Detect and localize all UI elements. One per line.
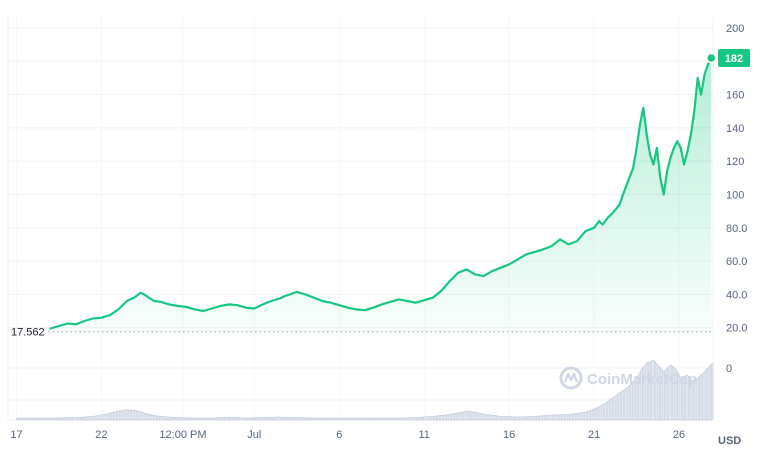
y-tick-label: 100 <box>726 189 744 201</box>
currency-label: USD <box>718 435 741 447</box>
coinmarketcap-logo-icon <box>559 366 583 390</box>
current-price-marker: 182 <box>706 48 750 67</box>
x-tick-label: Jul <box>247 429 261 441</box>
x-tick-label: 6 <box>336 429 342 441</box>
current-price-badge <box>718 48 750 67</box>
price-area <box>50 58 712 336</box>
x-axis: 17 22 12:00 PM Jul 6 11 16 21 26 <box>10 429 685 441</box>
y-tick-label: 160 <box>726 90 744 102</box>
volume-bars <box>16 359 714 421</box>
y-tick-label: 200 <box>726 23 744 35</box>
y-tick-label: 140 <box>726 123 744 135</box>
start-price-label: 17.562 <box>11 327 45 339</box>
volume-area <box>16 359 714 421</box>
x-tick-label: 11 <box>418 429 429 441</box>
watermark-text: CoinMarketCap <box>587 371 697 388</box>
y-tick-label: 80.0 <box>726 223 747 235</box>
y-axis: 200 160 140 120 100 80.0 60.0 40.0 20.0 0 <box>726 23 747 375</box>
price-area-fill <box>50 58 712 336</box>
x-tick-label: 21 <box>588 429 600 441</box>
x-tick-label: 22 <box>95 429 107 441</box>
x-tick-label: 12:00 PM <box>159 429 206 441</box>
y-tick-label: 60.0 <box>726 256 747 268</box>
x-tick-label: 16 <box>503 429 515 441</box>
x-tick-label: 17 <box>10 429 22 441</box>
start-price-marker: 17.562 <box>11 327 713 339</box>
y-tick-label: 20.0 <box>726 323 747 335</box>
y-tick-label: 120 <box>726 156 744 168</box>
current-price-dot <box>706 52 717 64</box>
x-tick-label: 26 <box>673 429 685 441</box>
y-tick-label: 40.0 <box>726 289 747 301</box>
price-line <box>49 56 713 330</box>
volume-tick-label: 0 <box>726 363 732 375</box>
price-line-path <box>49 56 713 330</box>
current-price-label: 182 <box>725 53 743 65</box>
watermark: CoinMarketCap <box>559 366 697 390</box>
